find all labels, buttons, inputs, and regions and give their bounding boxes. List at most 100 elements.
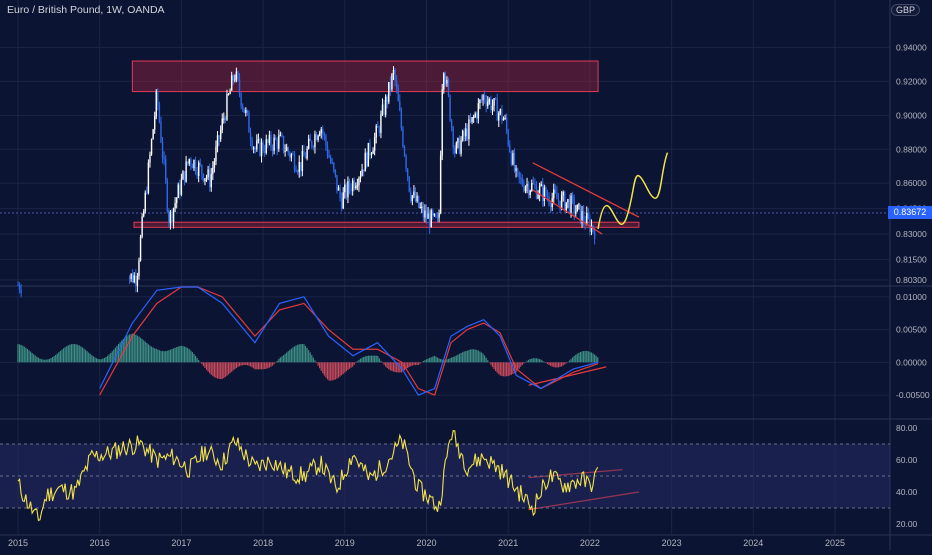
candle-body <box>263 150 266 153</box>
candle-body <box>298 161 300 172</box>
candle-body <box>201 164 203 174</box>
candle-body <box>384 96 387 115</box>
candle-body <box>174 203 176 209</box>
candle-body <box>458 138 461 154</box>
candle-body <box>155 91 157 117</box>
candle-body <box>267 139 269 144</box>
candle-body <box>567 199 569 203</box>
candle-body <box>556 192 558 200</box>
candle-body <box>226 94 228 120</box>
candle-body <box>389 82 392 90</box>
candle-body <box>257 138 260 141</box>
projection-curve <box>597 152 669 230</box>
candle-body <box>158 104 161 122</box>
last-price-label: 0.83672 <box>888 206 932 219</box>
candle-body <box>347 181 349 198</box>
candle-body <box>245 110 247 113</box>
candle-body <box>565 202 568 211</box>
rsi-tick-label: 20.00 <box>896 519 918 529</box>
candle-body <box>403 146 406 156</box>
candle-body <box>139 236 142 261</box>
candle-body <box>333 162 335 170</box>
candle-body <box>221 118 223 130</box>
candle-body <box>348 181 351 189</box>
candle-body <box>18 285 21 291</box>
candle-body <box>578 204 580 206</box>
candle-body <box>573 198 575 214</box>
candle-body <box>164 159 167 181</box>
x-tick-label: 2018 <box>253 538 273 548</box>
candle-body <box>543 187 546 201</box>
candle-body <box>205 177 208 179</box>
candle-body <box>356 185 359 187</box>
candle-body <box>432 210 434 216</box>
candle-body <box>397 88 399 102</box>
candle-body <box>276 139 278 149</box>
candle-body <box>292 154 294 156</box>
candle-body <box>304 156 307 159</box>
candle-body <box>378 127 381 133</box>
candle-body <box>439 155 442 214</box>
candle-body <box>559 200 561 210</box>
candle-body <box>414 191 417 202</box>
candle-body <box>513 153 516 171</box>
candle-body <box>278 135 280 149</box>
candle-body <box>182 171 184 180</box>
candle-body <box>502 118 505 121</box>
candle-body <box>370 153 373 156</box>
candle-body <box>377 126 379 128</box>
candle-body <box>435 213 437 218</box>
candle-body <box>498 113 500 121</box>
candle-body <box>337 187 340 191</box>
candle-body <box>499 109 502 114</box>
candle-body <box>540 184 542 187</box>
candle-body <box>479 99 481 104</box>
candle-body <box>163 157 165 160</box>
candle-body <box>186 161 189 164</box>
candle-body <box>364 152 366 172</box>
candle-body <box>142 211 145 217</box>
rsi-pane <box>0 429 890 522</box>
candle-body <box>557 199 560 201</box>
candle-body <box>270 134 272 148</box>
candle-body <box>476 113 478 119</box>
candle-body <box>468 119 470 140</box>
candle-body <box>274 137 277 140</box>
candle-body <box>256 140 258 150</box>
candle-body <box>254 147 256 150</box>
candle-body <box>510 151 513 165</box>
candle-body <box>501 109 503 121</box>
candle-body <box>405 155 407 169</box>
candle-body <box>400 110 403 129</box>
macd-line <box>99 286 599 396</box>
candle-body <box>232 75 234 81</box>
candle-body <box>582 211 585 222</box>
candle-body <box>133 275 135 283</box>
candle-body <box>482 95 484 101</box>
candle-body <box>262 142 264 151</box>
candle-body <box>273 137 275 151</box>
candle-body <box>395 80 398 89</box>
candle-body <box>491 105 494 111</box>
candle-body <box>243 108 245 113</box>
candle-body <box>259 138 261 156</box>
candle-body <box>153 116 156 130</box>
candle-body <box>271 147 274 151</box>
candle-body <box>285 147 288 151</box>
candle-body <box>135 275 137 286</box>
candle-body <box>246 110 249 113</box>
candle-body <box>505 117 508 131</box>
rsi-lower-trendline <box>528 491 640 511</box>
candle-body <box>183 171 186 182</box>
candle-body <box>581 211 583 224</box>
candle-body <box>237 71 239 80</box>
candle-body <box>130 273 132 279</box>
candle-body <box>175 197 178 204</box>
overlay-drawings[interactable] <box>528 152 669 511</box>
candle-body <box>438 213 440 218</box>
currency-badge[interactable]: GBP <box>890 4 920 16</box>
candle-body <box>224 118 227 120</box>
x-tick-label: 2022 <box>580 538 600 548</box>
candle-body <box>463 130 465 137</box>
